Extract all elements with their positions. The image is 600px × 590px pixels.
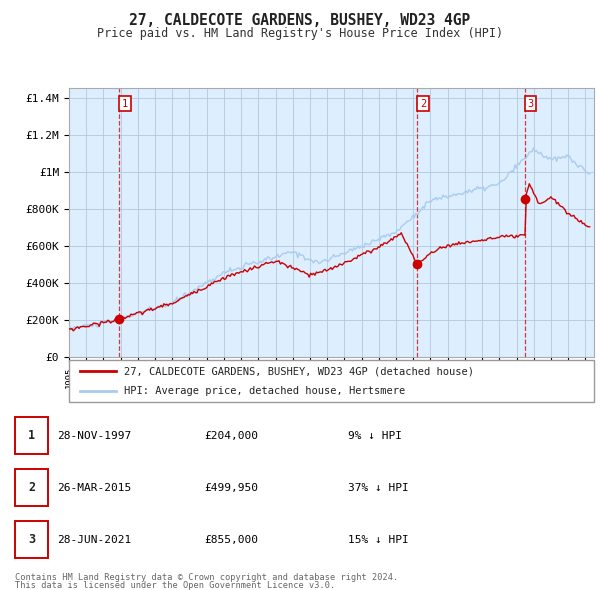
- Text: Price paid vs. HM Land Registry's House Price Index (HPI): Price paid vs. HM Land Registry's House …: [97, 27, 503, 40]
- Text: 28-NOV-1997: 28-NOV-1997: [57, 431, 131, 441]
- FancyBboxPatch shape: [69, 360, 594, 402]
- Text: 3: 3: [28, 533, 35, 546]
- FancyBboxPatch shape: [15, 469, 48, 506]
- Text: 1: 1: [122, 99, 128, 109]
- Text: 15% ↓ HPI: 15% ↓ HPI: [348, 535, 409, 545]
- Text: 2: 2: [28, 481, 35, 494]
- Text: £855,000: £855,000: [204, 535, 258, 545]
- Text: 28-JUN-2021: 28-JUN-2021: [57, 535, 131, 545]
- Text: 9% ↓ HPI: 9% ↓ HPI: [348, 431, 402, 441]
- Text: 27, CALDECOTE GARDENS, BUSHEY, WD23 4GP (detached house): 27, CALDECOTE GARDENS, BUSHEY, WD23 4GP …: [124, 366, 474, 376]
- FancyBboxPatch shape: [15, 417, 48, 454]
- Text: 27, CALDECOTE GARDENS, BUSHEY, WD23 4GP: 27, CALDECOTE GARDENS, BUSHEY, WD23 4GP: [130, 13, 470, 28]
- Text: Contains HM Land Registry data © Crown copyright and database right 2024.: Contains HM Land Registry data © Crown c…: [15, 573, 398, 582]
- Text: £204,000: £204,000: [204, 431, 258, 441]
- FancyBboxPatch shape: [15, 521, 48, 558]
- Text: 26-MAR-2015: 26-MAR-2015: [57, 483, 131, 493]
- Text: 1: 1: [28, 430, 35, 442]
- Text: 37% ↓ HPI: 37% ↓ HPI: [348, 483, 409, 493]
- Text: This data is licensed under the Open Government Licence v3.0.: This data is licensed under the Open Gov…: [15, 581, 335, 590]
- Text: 3: 3: [527, 99, 534, 109]
- Text: HPI: Average price, detached house, Hertsmere: HPI: Average price, detached house, Hert…: [124, 386, 406, 396]
- Text: £499,950: £499,950: [204, 483, 258, 493]
- Text: 2: 2: [420, 99, 426, 109]
